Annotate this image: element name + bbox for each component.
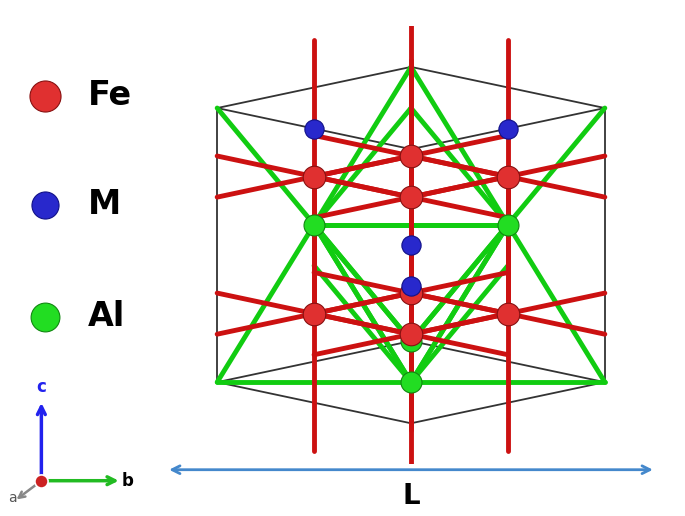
- Text: b: b: [122, 472, 134, 490]
- Text: a: a: [8, 491, 16, 505]
- Text: Al: Al: [88, 300, 125, 333]
- Point: [406, 337, 416, 345]
- Text: M: M: [88, 188, 121, 221]
- Point: [36, 477, 47, 485]
- Point: [502, 310, 513, 318]
- Text: c: c: [36, 378, 47, 396]
- Point: [502, 172, 513, 181]
- Text: L: L: [402, 482, 420, 510]
- Point: [406, 282, 416, 291]
- Point: [406, 378, 416, 386]
- Point: [309, 220, 320, 229]
- Point: [309, 310, 320, 318]
- Point: [406, 330, 416, 338]
- Point: [406, 241, 416, 249]
- Point: [502, 124, 513, 133]
- Point: [406, 289, 416, 297]
- Point: [309, 124, 320, 133]
- Point: [406, 152, 416, 160]
- Point: [309, 172, 320, 181]
- Point: [406, 193, 416, 201]
- Text: Fe: Fe: [88, 79, 132, 112]
- Point: [502, 220, 513, 229]
